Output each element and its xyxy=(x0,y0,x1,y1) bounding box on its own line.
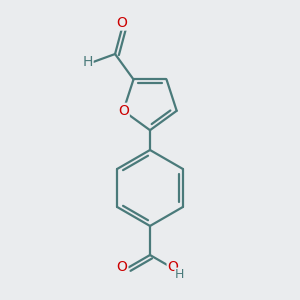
Text: O: O xyxy=(118,104,129,118)
Text: O: O xyxy=(168,260,178,274)
Text: O: O xyxy=(116,16,127,30)
Text: O: O xyxy=(116,260,128,274)
Text: H: H xyxy=(82,55,93,69)
Text: H: H xyxy=(175,268,184,281)
